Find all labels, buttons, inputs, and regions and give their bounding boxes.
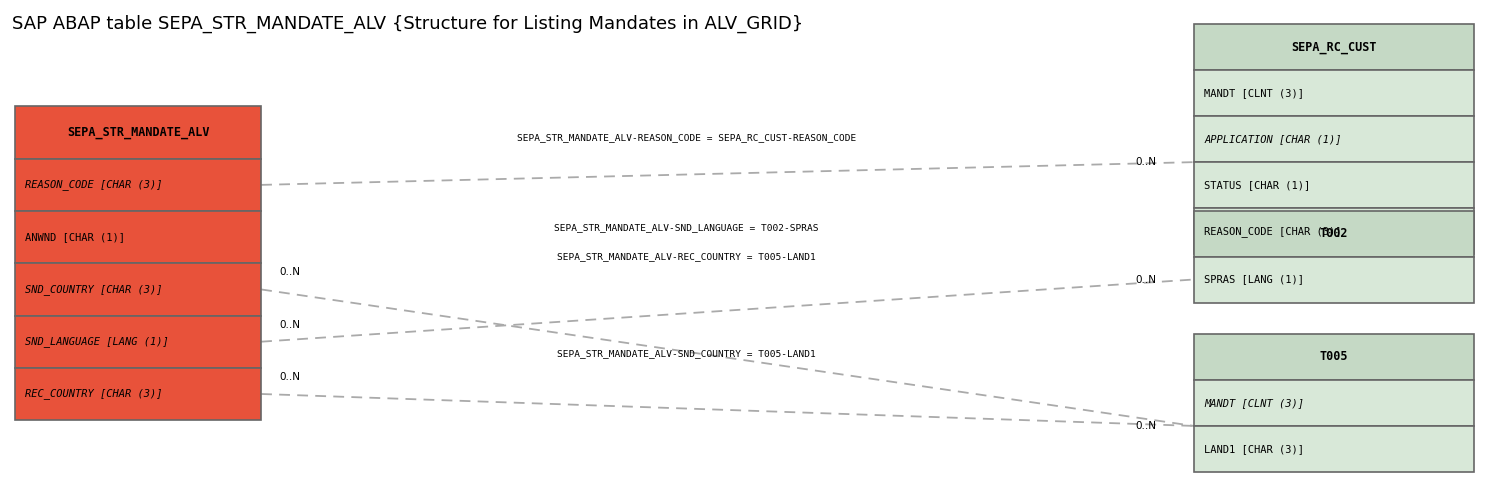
Bar <box>1194 426 1474 472</box>
Text: 0..N: 0..N <box>279 267 300 277</box>
Bar <box>1194 162 1474 208</box>
Text: SPRAS [LANG (1)]: SPRAS [LANG (1)] <box>1204 274 1304 285</box>
Text: SND_LANGUAGE [LANG (1)]: SND_LANGUAGE [LANG (1)] <box>25 336 169 347</box>
Text: 0..N: 0..N <box>1135 421 1156 431</box>
Text: 0..N: 0..N <box>279 372 300 382</box>
Bar <box>1194 116 1474 162</box>
Bar <box>15 316 261 368</box>
Bar <box>15 263 261 316</box>
Text: SEPA_STR_MANDATE_ALV-REASON_CODE = SEPA_RC_CUST-REASON_CODE: SEPA_STR_MANDATE_ALV-REASON_CODE = SEPA_… <box>516 134 856 142</box>
Bar <box>1194 24 1474 70</box>
Text: STATUS [CHAR (1)]: STATUS [CHAR (1)] <box>1204 180 1310 190</box>
Text: T005: T005 <box>1319 350 1349 363</box>
Text: SEPA_STR_MANDATE_ALV-SND_LANGUAGE = T002-SPRAS: SEPA_STR_MANDATE_ALV-SND_LANGUAGE = T002… <box>554 223 819 232</box>
Text: SND_COUNTRY [CHAR (3)]: SND_COUNTRY [CHAR (3)] <box>25 284 163 295</box>
Bar <box>15 159 261 211</box>
Bar <box>15 106 261 159</box>
Bar <box>1194 211 1474 257</box>
Text: LAND1 [CHAR (3)]: LAND1 [CHAR (3)] <box>1204 444 1304 454</box>
Text: ANWND [CHAR (1)]: ANWND [CHAR (1)] <box>25 232 125 242</box>
Text: MANDT [CLNT (3)]: MANDT [CLNT (3)] <box>1204 398 1304 408</box>
Text: 0..N: 0..N <box>1135 157 1156 167</box>
Text: 0..N: 0..N <box>1135 274 1156 285</box>
Bar <box>1194 257 1474 302</box>
Bar <box>1194 380 1474 426</box>
Text: REASON_CODE [CHAR (3)]: REASON_CODE [CHAR (3)] <box>25 180 163 190</box>
Text: 0..N: 0..N <box>279 319 300 330</box>
Text: REASON_CODE [CHAR (3)]: REASON_CODE [CHAR (3)] <box>1204 226 1341 237</box>
Text: APPLICATION [CHAR (1)]: APPLICATION [CHAR (1)] <box>1204 134 1341 144</box>
Text: MANDT [CLNT (3)]: MANDT [CLNT (3)] <box>1204 88 1304 98</box>
Text: T002: T002 <box>1319 227 1349 240</box>
Text: SAP ABAP table SEPA_STR_MANDATE_ALV {Structure for Listing Mandates in ALV_GRID}: SAP ABAP table SEPA_STR_MANDATE_ALV {Str… <box>12 15 803 33</box>
Bar <box>1194 208 1474 254</box>
Text: SEPA_STR_MANDATE_ALV-REC_COUNTRY = T005-LAND1: SEPA_STR_MANDATE_ALV-REC_COUNTRY = T005-… <box>557 252 816 261</box>
Bar <box>15 368 261 420</box>
Text: SEPA_RC_CUST: SEPA_RC_CUST <box>1291 41 1377 54</box>
Bar <box>1194 334 1474 380</box>
Bar <box>1194 70 1474 116</box>
Text: SEPA_STR_MANDATE_ALV-SND_COUNTRY = T005-LAND1: SEPA_STR_MANDATE_ALV-SND_COUNTRY = T005-… <box>557 349 816 358</box>
Text: REC_COUNTRY [CHAR (3)]: REC_COUNTRY [CHAR (3)] <box>25 389 163 399</box>
Text: SEPA_STR_MANDATE_ALV: SEPA_STR_MANDATE_ALV <box>67 126 209 139</box>
Bar <box>15 211 261 263</box>
